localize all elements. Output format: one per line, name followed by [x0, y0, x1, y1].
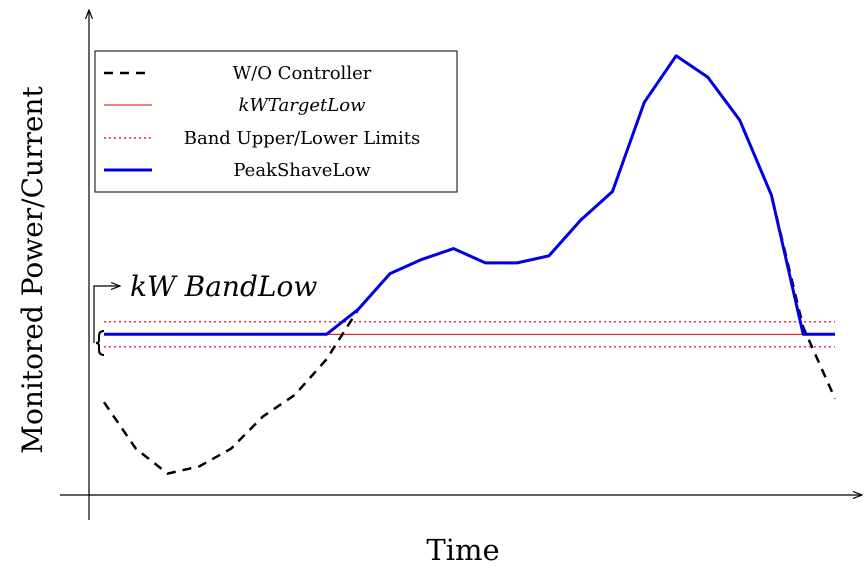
- legend-label-no-controller: W/O Controller: [233, 63, 372, 84]
- x-axis-label: Time: [426, 533, 499, 567]
- annotation-label: kW BandLow: [130, 270, 317, 303]
- y-axis-label: Monitored Power/Current: [16, 86, 49, 454]
- legend: W/O Controller kWTargetLow Band Upper/Lo…: [94, 50, 458, 193]
- band-limits-group: [104, 321, 835, 348]
- peak-shave-line: [104, 54, 835, 336]
- peak-shave-series-group: [104, 54, 835, 336]
- legend-label-band: Band Upper/Lower Limits: [184, 128, 421, 149]
- legend-label-peak-shave: PeakShaveLow: [233, 160, 371, 181]
- band-annotation: kW BandLow: [93, 270, 317, 356]
- legend-box: [94, 50, 458, 193]
- annotation-arrow: [93, 286, 120, 343]
- legend-label-target: kWTargetLow: [239, 95, 367, 116]
- band-brace: [95, 330, 105, 356]
